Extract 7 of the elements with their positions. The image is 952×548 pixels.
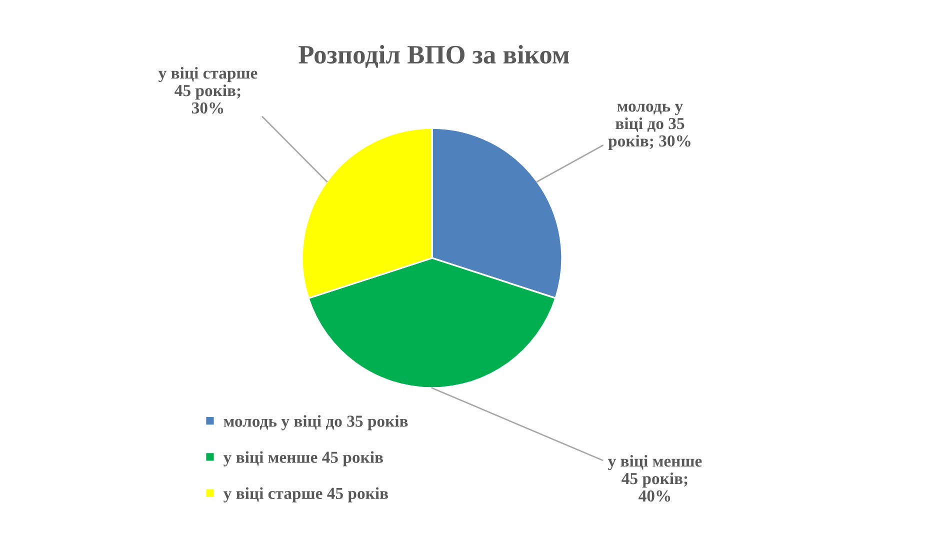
legend-label: у віці менше 45 років xyxy=(223,451,383,466)
chart-title: Розподіл ВПО за віком xyxy=(298,45,570,68)
legend-label: у віці старше 45 років xyxy=(223,487,388,502)
data-label: молодь у віці до 35 років; 30% xyxy=(608,104,690,150)
data-label: у віці старше 45 років; 30% xyxy=(158,66,258,114)
data-label: у віці менше 45 років; 40% xyxy=(608,454,702,502)
legend-label: молодь у віці до 35 років xyxy=(224,415,408,430)
